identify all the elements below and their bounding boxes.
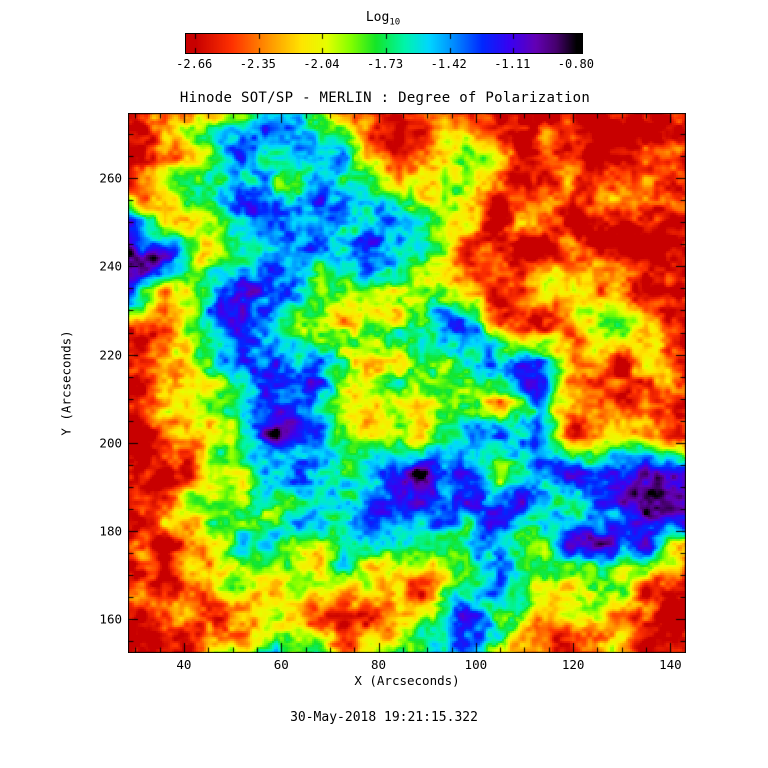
colorbar-tick-label: -2.35 (239, 57, 276, 71)
colorbar-tick-label: -1.11 (494, 57, 531, 71)
axes-frame-overlay (128, 113, 686, 653)
y-tick-label: 200 (99, 435, 122, 451)
y-tick-label: 180 (99, 523, 122, 539)
colorbar (185, 33, 583, 54)
y-tick-label: 240 (99, 258, 122, 274)
y-tick-label: 220 (99, 347, 122, 363)
y-axis-tick-labels: 160 180 200 220 240 260 (86, 113, 122, 653)
x-tick-label: 120 (561, 657, 585, 672)
x-tick-label: 40 (176, 657, 192, 672)
colorbar-title-main: Log (365, 10, 390, 25)
x-tick-label: 60 (273, 657, 289, 672)
y-tick-label: 260 (99, 170, 122, 186)
colorbar-title: Log10 (185, 10, 581, 28)
x-tick-label: 80 (371, 657, 387, 672)
chart-title: Hinode SOT/SP - MERLIN : Degree of Polar… (179, 90, 591, 106)
colorbar-tick-label: -1.73 (366, 57, 404, 71)
y-axis-label: Y (Arcseconds) (58, 330, 74, 436)
x-tick-label: 140 (659, 657, 682, 672)
colorbar-tick-label: -0.80 (557, 57, 594, 71)
colorbar-tick-label: -2.66 (176, 57, 213, 71)
colorbar-tick-labels: -2.66 -2.35 -2.04 -1.73 -1.42 -1.11 -0.80 (176, 57, 594, 71)
colorbar-tick-label: -2.04 (303, 57, 340, 71)
colorbar-gradient-canvas (186, 34, 582, 53)
heatmap-plot (128, 113, 686, 653)
x-tick-label: 100 (464, 657, 488, 672)
x-axis-label: X (Arcseconds) (354, 673, 460, 688)
timestamp: 30-May-2018 19:21:15.322 (290, 710, 478, 725)
colorbar-title-sub: 10 (389, 17, 401, 28)
colorbar-tick-label: -1.42 (430, 57, 467, 71)
y-tick-label: 160 (99, 611, 122, 627)
x-axis-tick-labels: 40 60 80 100 120 140 (128, 657, 686, 672)
